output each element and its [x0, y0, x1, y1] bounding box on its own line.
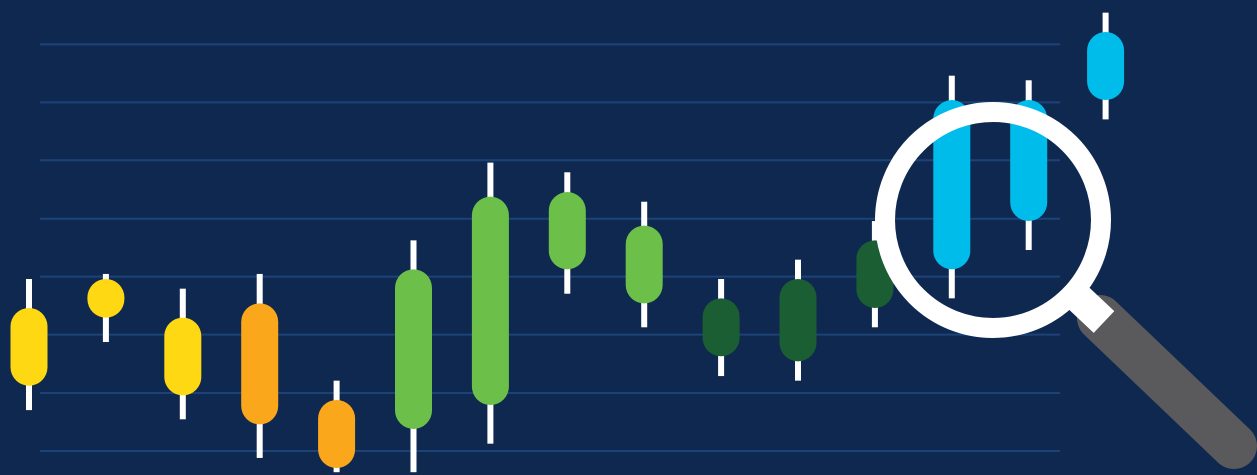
- candle-body: [702, 298, 740, 357]
- candle-body: [548, 192, 586, 270]
- magnifier-lens-ring: [875, 102, 1111, 338]
- candle: [10, 279, 48, 411]
- candle: [625, 201, 663, 328]
- candle-body: [1087, 31, 1125, 101]
- candle: [87, 273, 125, 343]
- candle: [164, 288, 202, 420]
- candle: [779, 259, 817, 381]
- candle: [318, 380, 356, 473]
- candles: [10, 12, 1125, 473]
- candle-body: [318, 399, 356, 469]
- candle-body: [395, 269, 432, 429]
- candle-body: [241, 303, 279, 425]
- candle: [702, 279, 740, 377]
- candle-body: [10, 307, 48, 386]
- magnifier-handle: [1077, 295, 1257, 469]
- magnifying-glass-icon: [875, 102, 1257, 469]
- candle: [471, 162, 509, 444]
- candle-body: [471, 196, 509, 406]
- candle: [395, 240, 432, 473]
- candle-body: [779, 279, 817, 362]
- candle: [548, 172, 586, 294]
- candle-body: [164, 317, 202, 396]
- candle: [241, 273, 279, 458]
- candle: [1087, 12, 1125, 120]
- candle-body: [87, 279, 125, 318]
- candle-body: [625, 225, 663, 304]
- candle-body: [933, 100, 971, 270]
- candle: [933, 75, 971, 299]
